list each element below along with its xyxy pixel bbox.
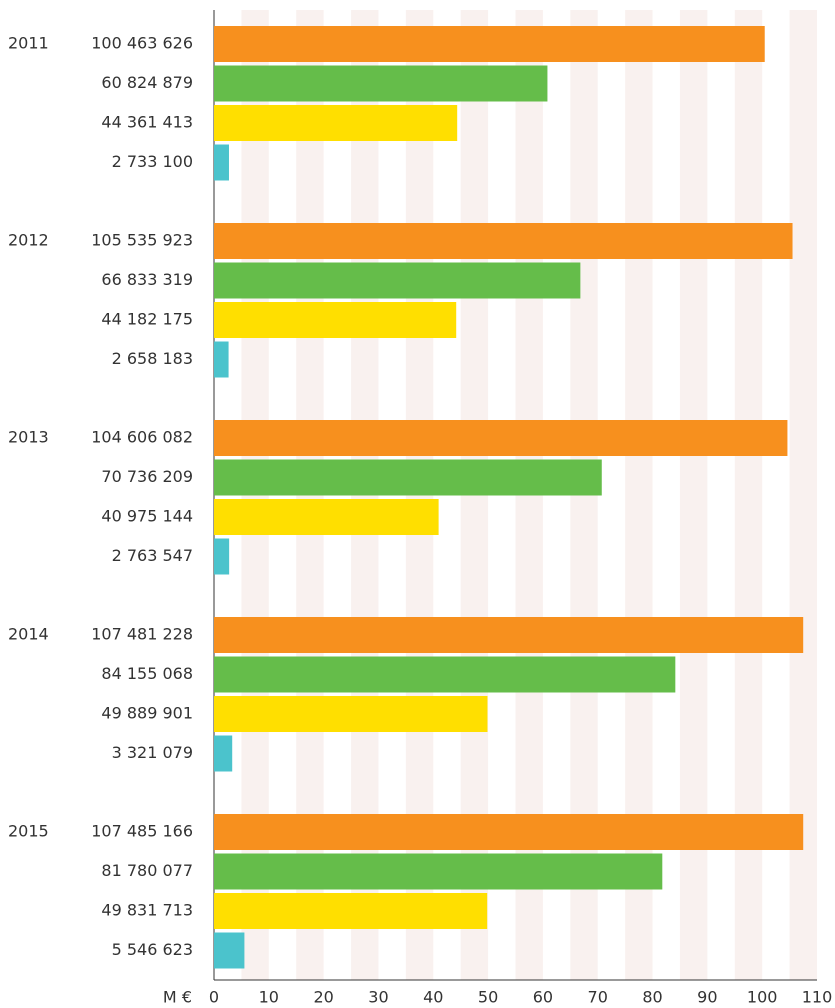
bar [214, 932, 245, 969]
x-tick-label: 0 [209, 988, 219, 1007]
x-tick-label: 10 [259, 988, 279, 1007]
x-tick-label: 20 [313, 988, 333, 1007]
bar [214, 302, 457, 338]
value-label: 44 182 175 [101, 310, 193, 329]
bar [214, 459, 602, 496]
bar [214, 26, 765, 62]
value-label: 70 736 209 [101, 467, 193, 486]
value-label: 49 831 713 [101, 901, 193, 920]
value-label: 66 833 319 [101, 270, 193, 289]
x-tick-label: 110 [802, 988, 833, 1007]
value-label: 40 975 144 [101, 507, 193, 526]
bar [214, 735, 233, 772]
category-label: 2011 [8, 34, 49, 53]
bar [214, 105, 458, 141]
x-tick-label: 80 [642, 988, 662, 1007]
bar [214, 617, 804, 653]
bar [214, 499, 439, 535]
bar [214, 893, 488, 929]
value-label: 107 481 228 [91, 625, 193, 644]
bar [214, 853, 663, 890]
value-label: 2 733 100 [112, 152, 193, 171]
x-tick-label: 90 [697, 988, 717, 1007]
bar [214, 262, 581, 299]
category-label: 2015 [8, 822, 49, 841]
value-label: 60 824 879 [101, 73, 193, 92]
value-label: 5 546 623 [112, 940, 193, 959]
x-tick-label: 40 [423, 988, 443, 1007]
value-label: 81 780 077 [101, 861, 193, 880]
bar [214, 420, 788, 456]
bar [214, 65, 548, 102]
bar [214, 538, 230, 575]
bar [214, 341, 229, 378]
x-tick-label: 60 [533, 988, 553, 1007]
bar [214, 814, 804, 850]
bar [214, 696, 488, 732]
category-label: 2012 [8, 231, 49, 250]
bar [214, 144, 229, 181]
category-label: 2014 [8, 625, 49, 644]
value-label: 104 606 082 [91, 428, 193, 447]
x-tick-label: 50 [478, 988, 498, 1007]
bar [214, 656, 676, 693]
value-label: 49 889 901 [101, 704, 193, 723]
value-label: 3 321 079 [112, 743, 193, 762]
x-tick-label: 70 [588, 988, 608, 1007]
x-tick-label: 30 [368, 988, 388, 1007]
value-label: 2 763 547 [112, 546, 193, 565]
value-label: 105 535 923 [91, 231, 193, 250]
value-label: 107 485 166 [91, 822, 193, 841]
value-label: 84 155 068 [101, 664, 193, 683]
value-label: 2 658 183 [112, 349, 193, 368]
category-label: 2013 [8, 428, 49, 447]
x-tick-label: 100 [747, 988, 778, 1007]
x-axis-label: M € [163, 988, 192, 1007]
value-label: 44 361 413 [101, 113, 193, 132]
value-label: 100 463 626 [91, 34, 193, 53]
bar [214, 223, 793, 259]
